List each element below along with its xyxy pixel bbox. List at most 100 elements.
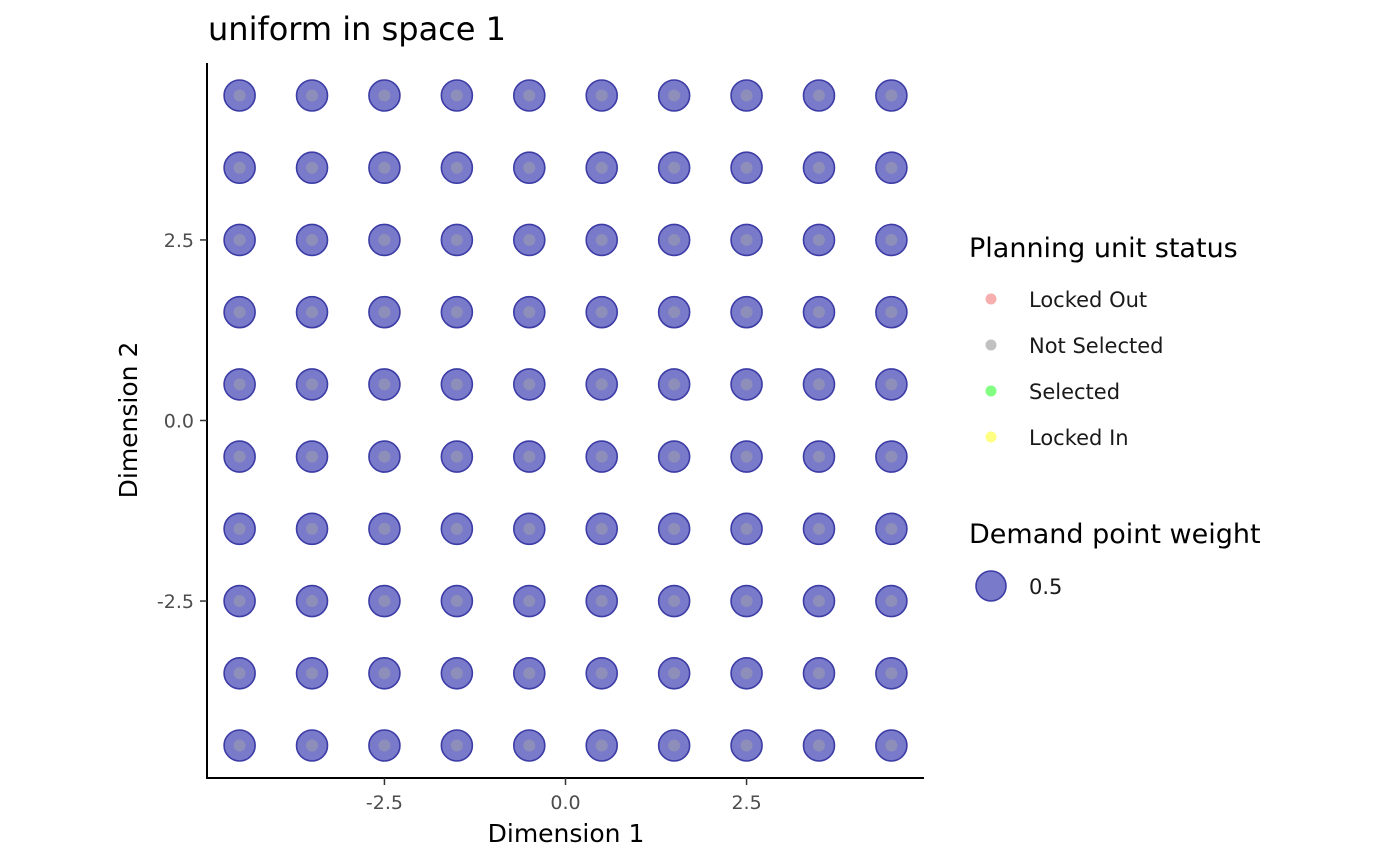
planning-unit-7-7 <box>740 595 753 608</box>
demand-point-1-4 <box>512 151 546 185</box>
demand-point-7-6 <box>657 584 691 618</box>
demand-point-8-6 <box>657 656 691 690</box>
planning-unit-9-5 <box>595 739 608 752</box>
demand-point-3-0 <box>223 295 256 329</box>
planning-unit-6-0 <box>233 522 246 535</box>
planning-unit-5-8 <box>812 450 825 463</box>
planning-unit-9-6 <box>668 739 681 752</box>
demand-point-1-1 <box>295 151 329 185</box>
demand-point-4-1 <box>295 368 329 401</box>
demand-point-0-9 <box>875 79 908 112</box>
demand-point-7-9 <box>875 584 908 618</box>
demand-point-1-8 <box>802 151 836 185</box>
demand-point-9-0 <box>223 729 256 762</box>
planning-unit-9-2 <box>378 739 391 752</box>
demand-point-6-6 <box>657 512 691 546</box>
planning-unit-8-1 <box>306 667 319 680</box>
planning-unit-0-4 <box>523 89 536 102</box>
planning-unit-4-0 <box>233 378 246 391</box>
demand-point-1-2 <box>368 151 401 185</box>
planning-unit-9-1 <box>306 739 319 752</box>
demand-point-6-9 <box>875 512 908 546</box>
planning-unit-1-6 <box>668 161 681 174</box>
planning-unit-3-8 <box>812 306 825 319</box>
demand-point-5-4 <box>512 440 546 473</box>
demand-point-5-6 <box>657 440 691 473</box>
demand-point-5-2 <box>368 440 401 473</box>
planning-unit-2-1 <box>306 233 319 246</box>
demand-point-8-3 <box>440 656 474 690</box>
planning-unit-2-4 <box>523 233 536 246</box>
planning-unit-3-9 <box>885 306 898 319</box>
x-tick-label-2: 2.5 <box>731 792 761 814</box>
demand-point-7-1 <box>295 584 329 618</box>
demand-point-9-8 <box>802 729 836 762</box>
demand-point-1-9 <box>875 151 908 185</box>
demand-point-0-5 <box>585 79 619 112</box>
planning-unit-2-5 <box>595 233 608 246</box>
planning-unit-2-2 <box>378 233 391 246</box>
planning-unit-8-3 <box>450 667 463 680</box>
demand-point-8-4 <box>512 656 546 690</box>
planning-unit-7-4 <box>523 595 536 608</box>
planning-unit-3-7 <box>740 306 753 319</box>
demand-point-2-2 <box>368 223 401 257</box>
demand-point-1-7 <box>730 151 763 185</box>
planning-unit-4-3 <box>450 378 463 391</box>
planning-unit-1-1 <box>306 161 319 174</box>
demand-point-7-8 <box>802 584 836 618</box>
demand-point-7-0 <box>223 584 256 618</box>
planning-unit-1-9 <box>885 161 898 174</box>
demand-point-3-6 <box>657 295 691 329</box>
planning-unit-2-9 <box>885 233 898 246</box>
demand-point-6-4 <box>512 512 546 546</box>
planning-unit-0-6 <box>668 89 681 102</box>
planning-unit-8-9 <box>885 667 898 680</box>
planning-unit-3-6 <box>668 306 681 319</box>
legend-weight-key-0 <box>975 570 1007 602</box>
planning-unit-3-2 <box>378 306 391 319</box>
planning-unit-1-8 <box>812 161 825 174</box>
planning-unit-7-9 <box>885 595 898 608</box>
planning-unit-1-3 <box>450 161 463 174</box>
y-tick-label-0: 2.5 <box>164 230 194 252</box>
planning-unit-6-6 <box>668 522 681 535</box>
planning-unit-3-4 <box>523 306 536 319</box>
planning-unit-0-9 <box>885 89 898 102</box>
chart-title: uniform in space 1 <box>208 10 506 48</box>
planning-unit-4-8 <box>812 378 825 391</box>
plot-points <box>223 79 908 762</box>
planning-unit-1-5 <box>595 161 608 174</box>
demand-point-6-2 <box>368 512 401 546</box>
planning-unit-7-0 <box>233 595 246 608</box>
demand-point-8-9 <box>875 656 908 690</box>
legend-status-key-3 <box>985 431 997 443</box>
planning-unit-6-5 <box>595 522 608 535</box>
demand-point-2-8 <box>802 223 836 257</box>
x-tick-label-0: -2.5 <box>366 792 403 814</box>
demand-point-1-6 <box>657 151 691 185</box>
demand-point-9-7 <box>730 729 763 762</box>
demand-point-2-0 <box>223 223 256 257</box>
planning-unit-3-3 <box>450 306 463 319</box>
demand-point-8-7 <box>730 656 763 690</box>
planning-unit-1-0 <box>233 161 246 174</box>
planning-unit-4-1 <box>306 378 319 391</box>
demand-point-0-4 <box>512 79 546 112</box>
demand-point-2-4 <box>512 223 546 257</box>
planning-unit-0-7 <box>740 89 753 102</box>
planning-unit-8-2 <box>378 667 391 680</box>
planning-unit-5-1 <box>306 450 319 463</box>
planning-unit-4-9 <box>885 378 898 391</box>
demand-point-5-7 <box>730 440 763 473</box>
planning-unit-7-3 <box>450 595 463 608</box>
planning-unit-8-5 <box>595 667 608 680</box>
demand-point-0-6 <box>657 79 691 112</box>
legend-status-label-0: Locked Out <box>1029 288 1147 312</box>
axis-ticks: -2.5 0.0 2.5 2.5 0.0 -2.5 <box>157 230 762 814</box>
planning-unit-5-3 <box>450 450 463 463</box>
planning-unit-8-4 <box>523 667 536 680</box>
legend-status-label-3: Locked In <box>1029 426 1129 450</box>
demand-point-9-1 <box>295 729 329 762</box>
demand-point-1-5 <box>585 151 619 185</box>
